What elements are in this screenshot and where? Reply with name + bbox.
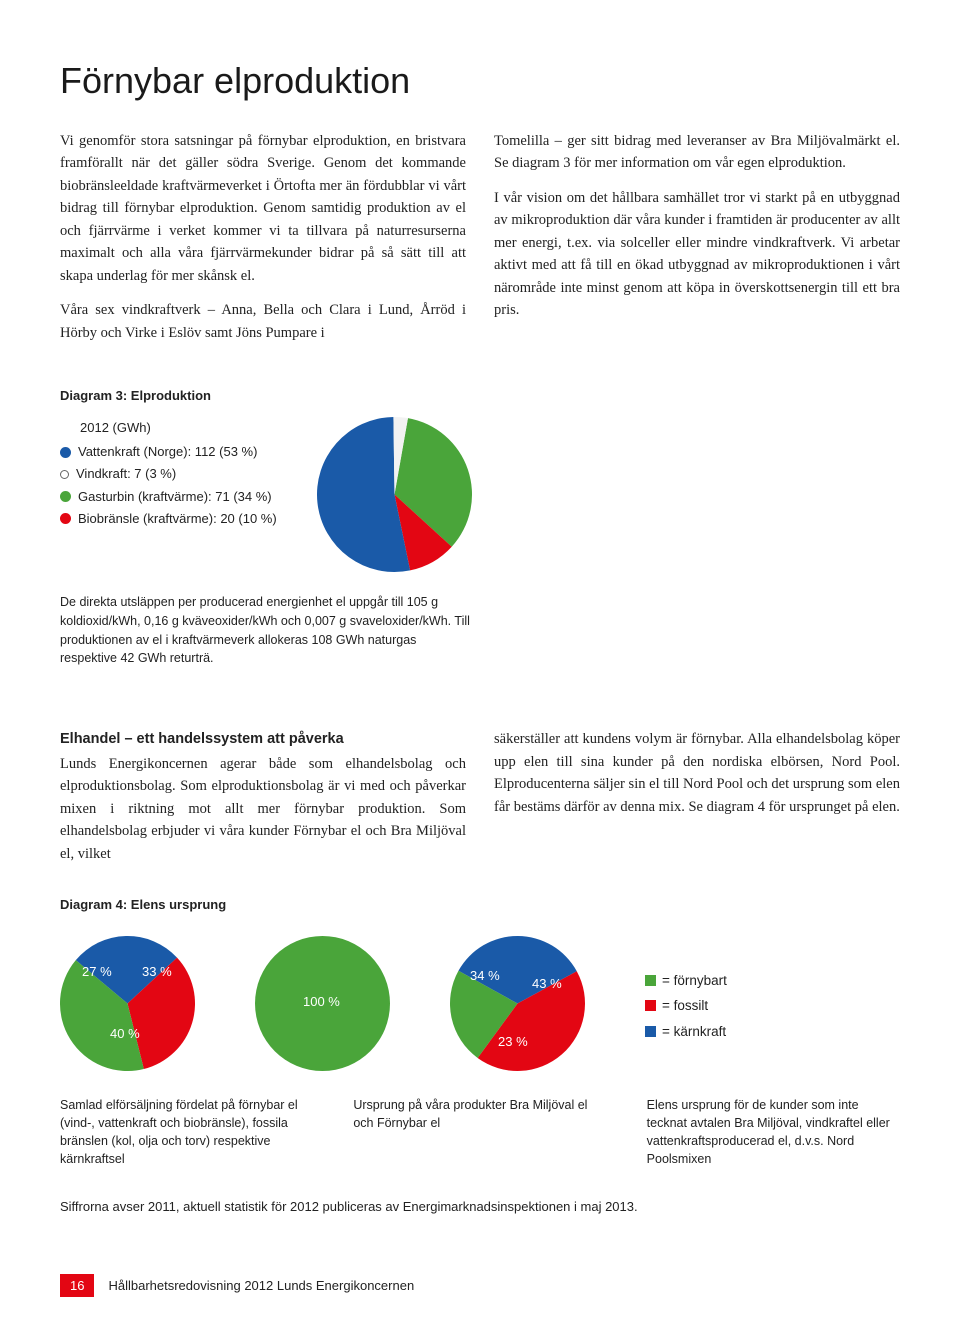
legend-item: Gasturbin (kraftvärme): 71 (34 %): [60, 486, 277, 508]
pie-slice-label: 23 %: [498, 1034, 528, 1049]
legend-label: Biobränsle (kraftvärme): 20 (10 %): [78, 508, 277, 530]
diagram4-pie-0: 27 % 33 % 40 %: [60, 936, 195, 1076]
elhandel-left: Elhandel – ett handelssystem att påverka…: [60, 728, 466, 865]
legend-label: = fossilt: [662, 998, 708, 1013]
legend-item: = förnybart: [645, 968, 727, 994]
page-footer: 16 Hållbarhetsredovisning 2012 Lunds Ene…: [60, 1274, 900, 1297]
diagram3-year: 2012 (GWh): [80, 417, 277, 439]
legend-label: Vattenkraft (Norge): 112 (53 %): [78, 441, 257, 463]
diagram4-captions: Samlad elförsäljning fördelat på förnyba…: [60, 1096, 900, 1169]
elhandel-right: säkerställer att kundens volym är förnyb…: [494, 728, 900, 865]
diagram4-section: Diagram 4: Elens ursprung 27 % 33 % 40 % 10…: [60, 897, 900, 1214]
legend-square-icon: [645, 975, 656, 986]
intro-p4: I vår vision om det hållbara samhället t…: [494, 187, 900, 322]
diagram4-legend: = förnybart = fossilt = kärnkraft: [645, 968, 727, 1045]
pie-slice-label: 40 %: [110, 1026, 140, 1041]
diagram4-caption: Elens ursprung för de kunder som inte te…: [647, 1096, 900, 1169]
legend-label: Gasturbin (kraftvärme): 71 (34 %): [78, 486, 272, 508]
legend-square-icon: [645, 1000, 656, 1011]
intro-columns: Vi genomför stora satsningar på förnybar…: [60, 130, 900, 356]
legend-dot-icon: [60, 470, 69, 479]
legend-square-icon: [645, 1026, 656, 1037]
diagram3-pie: [317, 417, 472, 577]
legend-item: = kärnkraft: [645, 1019, 727, 1045]
elhandel-columns: Elhandel – ett handelssystem att påverka…: [60, 728, 900, 865]
diagram3-footnote: De direkta utsläppen per producerad ener…: [60, 593, 470, 668]
elhandel-right-text: säkerställer att kundens volym är förnyb…: [494, 731, 900, 814]
diagram3-section: Diagram 3: Elproduktion 2012 (GWh) Vatte…: [60, 388, 900, 668]
pie-slice-label: 33 %: [142, 964, 172, 979]
diagram4-statnote: Siffrorna avser 2011, aktuell statistik …: [60, 1199, 900, 1214]
pie-slice-label: 100 %: [303, 994, 340, 1009]
legend-dot-icon: [60, 513, 71, 524]
page-title: Förnybar elproduktion: [60, 60, 900, 102]
page-number-badge: 16: [60, 1274, 94, 1297]
diagram4-caption: Samlad elförsäljning fördelat på förnyba…: [60, 1096, 313, 1169]
elhandel-heading: Elhandel – ett handelssystem att påverka: [60, 728, 466, 750]
intro-p2: Våra sex vindkraftverk – Anna, Bella och…: [60, 299, 466, 344]
diagram4-pie-1: 100 %: [255, 936, 390, 1076]
legend-label: Vindkraft: 7 (3 %): [76, 463, 176, 485]
diagram3-legend: 2012 (GWh) Vattenkraft (Norge): 112 (53 …: [60, 417, 277, 529]
legend-label: = kärnkraft: [662, 1024, 726, 1039]
legend-item: Vindkraft: 7 (3 %): [60, 463, 277, 485]
legend-label: = förnybart: [662, 973, 727, 988]
diagram4-pie-2: 34 % 43 % 23 %: [450, 936, 585, 1076]
legend-item: Biobränsle (kraftvärme): 20 (10 %): [60, 508, 277, 530]
intro-p3: Tomelilla – ger sitt bidrag med leverans…: [494, 130, 900, 175]
intro-col-right: Tomelilla – ger sitt bidrag med leverans…: [494, 130, 900, 356]
intro-p1: Vi genomför stora satsningar på förnybar…: [60, 130, 466, 287]
footer-text: Hållbarhetsredovisning 2012 Lunds Energi…: [108, 1278, 414, 1293]
diagram4-title: Diagram 4: Elens ursprung: [60, 897, 900, 912]
diagram3-title: Diagram 3: Elproduktion: [60, 388, 900, 403]
legend-item: = fossilt: [645, 993, 727, 1019]
intro-col-left: Vi genomför stora satsningar på förnybar…: [60, 130, 466, 356]
legend-dot-icon: [60, 447, 71, 458]
legend-item: Vattenkraft (Norge): 112 (53 %): [60, 441, 277, 463]
pie-slice-label: 43 %: [532, 976, 562, 991]
elhandel-left-text: Lunds Energikoncernen agerar både som el…: [60, 756, 466, 862]
legend-dot-icon: [60, 491, 71, 502]
diagram4-caption: Ursprung på våra produkter Bra Miljöval …: [353, 1096, 606, 1169]
pie-slice-label: 27 %: [82, 964, 112, 979]
pie-slice-label: 34 %: [470, 968, 500, 983]
